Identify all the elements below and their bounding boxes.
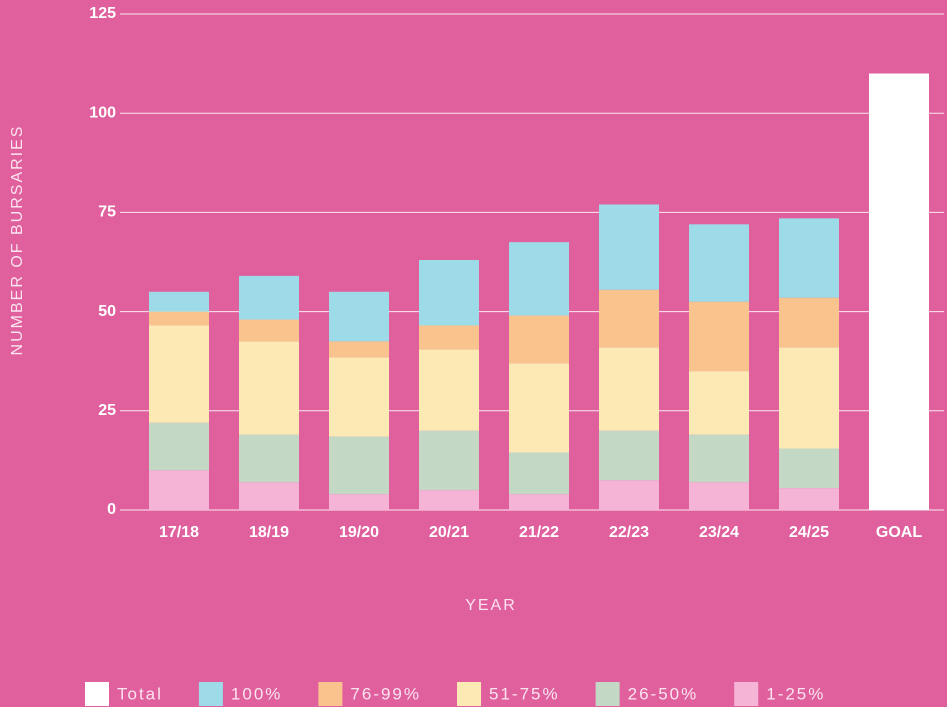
bar-segment — [779, 347, 839, 448]
bar-segment — [149, 423, 209, 471]
bar-segment — [419, 260, 479, 325]
bar-segment — [149, 325, 209, 422]
bar-segment — [239, 276, 299, 320]
bar-segment — [779, 488, 839, 510]
x-tick-label: 22/23 — [609, 524, 649, 541]
x-tick-label: 19/20 — [339, 524, 379, 541]
bar-segment — [509, 242, 569, 315]
bar-segment — [239, 320, 299, 342]
bar-segment — [599, 204, 659, 289]
x-axis-label: YEAR — [465, 597, 517, 614]
page: {"chart_data": {"type": "stacked-bar", "… — [0, 0, 947, 707]
bar-segment — [329, 494, 389, 510]
bar-segment — [599, 431, 659, 481]
bar-segment — [329, 341, 389, 357]
chart: YEAR NUMBER OF BURSARIES 0 25 50 75 100 125 17… — [0, 0, 947, 707]
y-tick-label: 75 — [98, 204, 116, 221]
bar-segment — [239, 482, 299, 510]
bar-segment — [689, 482, 749, 510]
x-tick-label: 17/18 — [159, 524, 199, 541]
bar-segment — [149, 470, 209, 510]
bar-segment — [779, 448, 839, 488]
y-tick-label: 100 — [89, 104, 116, 121]
legend-swatch — [199, 682, 223, 706]
y-tick-label: 50 — [98, 303, 116, 320]
bar-segment — [509, 316, 569, 364]
bar-segment — [509, 363, 569, 452]
x-tick-label: 18/19 — [249, 524, 289, 541]
bar-segment — [419, 431, 479, 491]
legend-label: 76-99% — [350, 684, 421, 703]
legend-swatch — [85, 682, 109, 706]
legend-label: 100% — [231, 684, 282, 703]
bar-segment — [509, 494, 569, 510]
legend-swatch — [318, 682, 342, 706]
bar-segment — [779, 298, 839, 348]
bar-segment — [419, 325, 479, 349]
legend-swatch — [457, 682, 481, 706]
x-tick-label: 24/25 — [789, 524, 829, 541]
bar-segment — [149, 292, 209, 312]
bar-segment — [779, 218, 839, 297]
bar-segment — [419, 490, 479, 510]
bar-segment — [599, 290, 659, 348]
bar-segment — [689, 435, 749, 483]
legend-label: Total — [117, 684, 163, 703]
bar-segment — [869, 74, 929, 510]
legend-label: 51-75% — [489, 684, 560, 703]
bar-segment — [329, 292, 389, 342]
bar-segment — [509, 452, 569, 494]
bar-segment — [149, 312, 209, 326]
bar-segment — [689, 224, 749, 301]
x-tick-label: GOAL — [876, 524, 922, 541]
legend-swatch — [734, 682, 758, 706]
y-tick-label: 25 — [98, 402, 116, 419]
legend-label: 1-25% — [766, 684, 825, 703]
bar-segment — [329, 437, 389, 495]
bar-segment — [239, 435, 299, 483]
y-tick-label: 125 — [89, 5, 116, 22]
legend-swatch — [596, 682, 620, 706]
x-tick-label: 20/21 — [429, 524, 469, 541]
legend-label: 26-50% — [628, 684, 699, 703]
bar-segment — [329, 357, 389, 436]
y-axis-label: NUMBER OF BURSARIES — [9, 125, 26, 356]
y-tick-label: 0 — [107, 501, 116, 518]
bar-segment — [419, 349, 479, 430]
x-tick-label: 23/24 — [699, 524, 739, 541]
bar-segment — [239, 341, 299, 434]
bar-segment — [599, 480, 659, 510]
bar-segment — [689, 302, 749, 371]
bar-segment — [599, 347, 659, 430]
x-tick-label: 21/22 — [519, 524, 559, 541]
bar-segment — [689, 371, 749, 434]
